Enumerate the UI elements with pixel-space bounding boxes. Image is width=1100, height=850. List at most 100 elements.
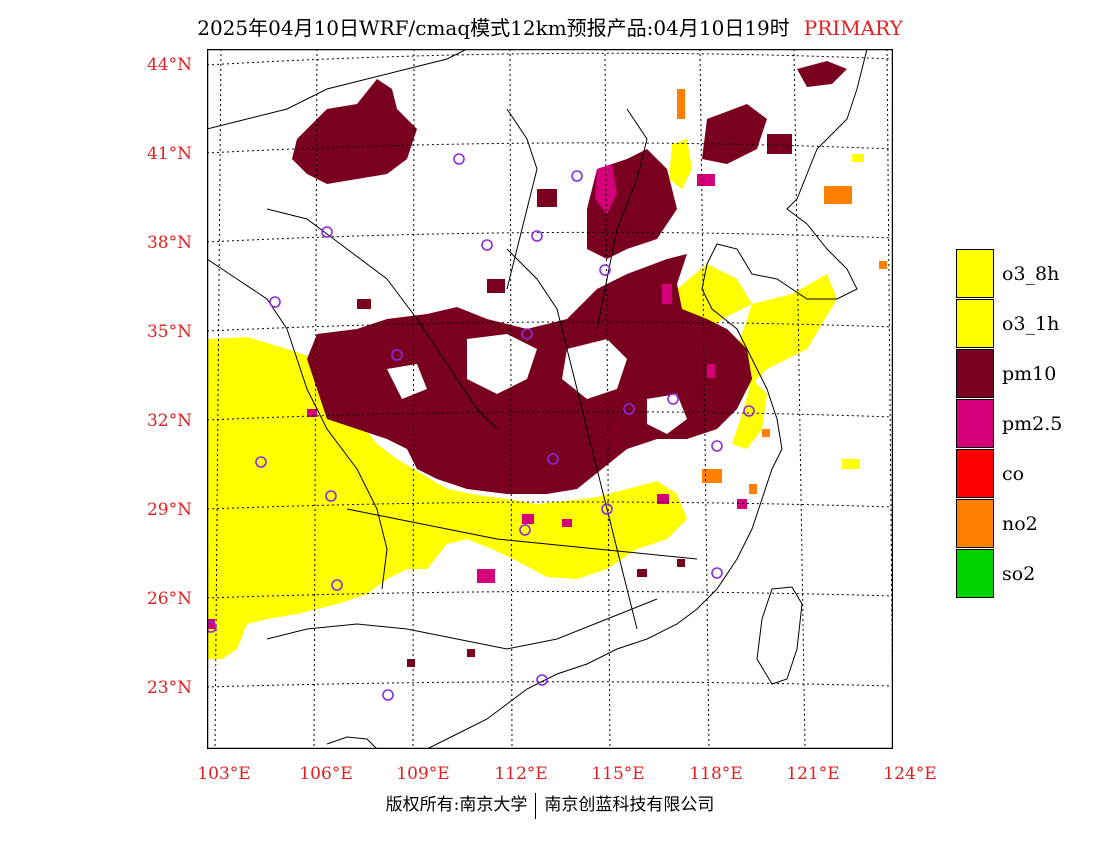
legend-label-o3-8h: o3_8h xyxy=(1002,263,1060,285)
no2-spot-1 xyxy=(824,186,852,204)
pm10-region-jilin xyxy=(797,61,847,87)
station-marker xyxy=(667,393,679,405)
legend-swatch-so2 xyxy=(956,549,994,598)
pm25-spot-2 xyxy=(707,364,715,378)
station-marker xyxy=(531,230,543,242)
station-marker xyxy=(536,674,548,686)
pm10-spot-3 xyxy=(487,279,505,293)
lon-label-124: 124°E xyxy=(883,764,937,784)
station-marker xyxy=(207,621,217,633)
hainan-outline xyxy=(326,736,378,749)
lon-label-106: 106°E xyxy=(299,764,353,784)
clear-area-2 xyxy=(562,339,627,399)
taiwan-outline xyxy=(756,586,803,685)
lon-line-106 xyxy=(313,49,318,749)
station-marker xyxy=(453,153,465,165)
province-boundary-7 xyxy=(506,108,538,290)
legend-swatch-pm10 xyxy=(956,349,994,398)
lon-label-103: 103°E xyxy=(197,764,251,784)
o3-spot-1 xyxy=(852,154,864,162)
pm25-spot-4 xyxy=(522,514,534,524)
lat-label-38: 38°N xyxy=(146,233,192,253)
pm10-region-liaoning xyxy=(702,104,767,164)
lon-line-115 xyxy=(604,49,611,749)
legend-label-co: co xyxy=(1002,463,1025,485)
no2-spot-5 xyxy=(879,261,887,269)
station-marker xyxy=(599,264,611,276)
station-marker xyxy=(481,239,493,251)
map-title: 2025年04月10日WRF/cmaq模式12km预报产品:04月10日19时 P… xyxy=(0,12,1100,41)
map-frame xyxy=(207,49,893,749)
pm10-spot-6 xyxy=(637,569,647,577)
station-marker xyxy=(255,456,267,468)
lon-label-112: 112°E xyxy=(494,764,548,784)
no2-spot-2 xyxy=(702,469,722,483)
pm10-spot-1 xyxy=(767,134,792,154)
pollution-map xyxy=(207,49,893,749)
no2-spot-4 xyxy=(749,484,757,494)
pm25-spot-6 xyxy=(657,494,669,504)
lon-label-118: 118°E xyxy=(689,764,743,784)
station-marker xyxy=(269,296,281,308)
no2-spot-6 xyxy=(762,429,770,437)
title-text: 2025年04月10日WRF/cmaq模式12km预报产品:04月10日19时 xyxy=(197,16,790,40)
province-boundary-1 xyxy=(207,49,468,130)
lat-label-35: 35°N xyxy=(146,322,192,342)
pm25-spot-7 xyxy=(697,174,715,186)
map-border xyxy=(207,49,893,749)
copyright-left: 版权所有:南京大学 xyxy=(385,795,528,815)
lon-label-121: 121°E xyxy=(786,764,840,784)
pm10-spot-4 xyxy=(407,659,415,667)
province-boundary-5 xyxy=(346,508,698,560)
province-boundary-3 xyxy=(207,258,388,590)
lon-label-109: 109°E xyxy=(396,764,450,784)
province-boundary-4 xyxy=(506,248,638,630)
no2-spot-3 xyxy=(677,89,685,119)
lat-label-23: 23°N xyxy=(146,678,192,698)
station-marker xyxy=(331,579,343,591)
legend-label-so2: so2 xyxy=(1002,563,1036,585)
pm25-spot-3 xyxy=(477,569,495,583)
station-marker xyxy=(571,170,583,182)
pm25-spot-8 xyxy=(737,499,747,509)
lat-label-29: 29°N xyxy=(146,500,192,520)
pm10-region-layer xyxy=(292,61,847,667)
pm25-spot-1 xyxy=(662,284,672,304)
legend-swatch-no2 xyxy=(956,499,994,548)
station-marker xyxy=(519,524,531,536)
station-marker xyxy=(601,503,613,515)
o3-region-beijing xyxy=(669,139,692,189)
station-marker xyxy=(623,403,635,415)
legend-label-pm10: pm10 xyxy=(1002,363,1057,385)
station-marker-layer xyxy=(207,153,755,701)
legend-swatch-o3-8h xyxy=(956,249,994,298)
copyright-separator xyxy=(535,792,537,819)
pm10-region-central xyxy=(307,254,752,494)
pm10-spot-8 xyxy=(357,299,371,309)
lon-line-121 xyxy=(793,49,806,749)
clear-area-3 xyxy=(647,394,687,434)
station-marker xyxy=(521,328,533,340)
o3-spot-2 xyxy=(842,459,860,469)
copyright-right: 南京创蓝科技有限公司 xyxy=(544,795,715,815)
no2-region-layer xyxy=(677,89,887,494)
o3-region-northeast xyxy=(727,274,837,389)
station-marker xyxy=(711,567,723,579)
province-boundary-2 xyxy=(266,208,498,430)
lon-line-124 xyxy=(886,49,893,749)
boundary-layer xyxy=(207,49,868,749)
lon-line-109 xyxy=(412,49,415,749)
pm10-region-inner-mongolia xyxy=(292,79,417,184)
clear-area-1 xyxy=(467,334,537,394)
station-marker xyxy=(321,226,333,238)
o3-region-coast xyxy=(732,379,767,449)
legend-swatch-o3-1h xyxy=(956,299,994,348)
legend-label-o3-1h: o3_1h xyxy=(1002,313,1060,335)
coastline xyxy=(426,49,868,749)
lat-label-26: 26°N xyxy=(146,589,192,609)
lon-line-118 xyxy=(699,49,710,749)
lat-label-44: 44°N xyxy=(146,55,192,75)
primary-tag: PRIMARY xyxy=(803,16,903,40)
station-marker xyxy=(325,490,337,502)
copyright: 版权所有:南京大学 南京创蓝科技有限公司 xyxy=(0,790,1100,819)
